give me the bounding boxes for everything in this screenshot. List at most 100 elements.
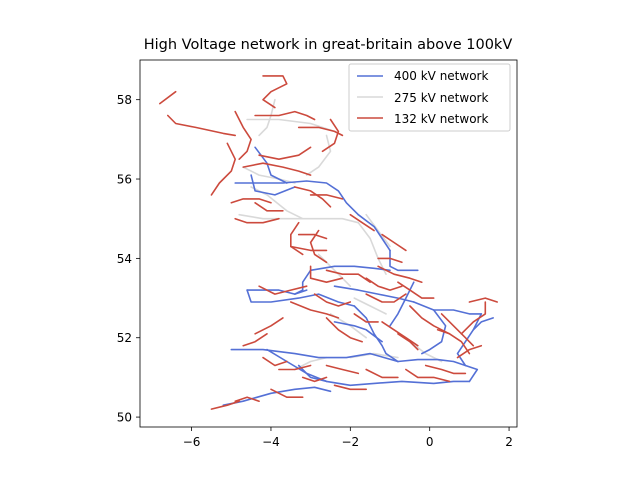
line-segment-132-kv-network-10	[230, 198, 272, 204]
line-segment-132-kv-network-33	[325, 317, 364, 343]
data-lines	[159, 75, 499, 410]
line-segment-132-kv-network-3	[234, 110, 252, 160]
line-segment-132-kv-network-43	[278, 364, 312, 371]
y-tick-label: 52	[117, 331, 132, 345]
line-segment-132-kv-network-38	[436, 328, 471, 355]
y-tick-label: 54	[117, 252, 132, 266]
line-segment-275-kv-network-1	[258, 98, 276, 137]
line-segment-132-kv-network-2	[262, 75, 288, 109]
line-segment-132-kv-network-17	[297, 233, 328, 240]
line-segment-132-kv-network-8	[242, 162, 312, 176]
axes-frame	[139, 59, 518, 428]
line-segment-275-kv-network-6	[313, 217, 360, 224]
line-segment-132-kv-network-39	[424, 364, 467, 375]
line-segment-400-kv-network-16	[297, 364, 328, 383]
series-132-kv-network	[159, 75, 499, 410]
line-segment-132-kv-network-45	[234, 396, 260, 403]
plot-area	[159, 75, 499, 410]
line-segment-400-kv-network-10	[353, 305, 399, 363]
line-segment-400-kv-network-14	[266, 348, 471, 387]
line-segment-132-kv-network-37	[460, 301, 487, 335]
legend-label-400kv: 400 kV network	[394, 69, 488, 83]
line-segment-132-kv-network-47	[333, 384, 368, 391]
line-segment-400-kv-network-18	[412, 301, 447, 355]
line-segment-400-kv-network-17	[432, 309, 483, 315]
line-segment-132-kv-network-9	[258, 146, 312, 160]
line-segment-132-kv-network-28	[313, 293, 352, 307]
line-segment-132-kv-network-27	[289, 301, 340, 319]
y-tick-label: 56	[117, 173, 132, 187]
line-segment-132-kv-network-21	[377, 257, 403, 264]
x-tick-label: −2	[341, 435, 359, 449]
line-segment-132-kv-network-52	[262, 356, 288, 367]
line-segment-275-kv-network-3	[242, 166, 296, 184]
x-tick-label: 2	[505, 435, 513, 449]
line-segment-132-kv-network-46	[210, 400, 240, 410]
legend: 400 kV network 275 kV network 132 kV net…	[348, 63, 511, 132]
line-segment-132-kv-network-51	[353, 313, 379, 323]
line-segment-132-kv-network-6	[321, 118, 340, 153]
x-tick-label: −4	[262, 435, 280, 449]
line-segment-132-kv-network-11	[234, 217, 280, 224]
axes: −6 −4 −2 0 2 50 52 54 56 58	[117, 59, 518, 449]
line-segment-400-kv-network-15	[222, 386, 332, 407]
line-segment-132-kv-network-23	[325, 269, 372, 284]
line-segment-400-kv-network-8	[246, 289, 356, 307]
line-segment-132-kv-network-32	[242, 332, 268, 347]
line-segment-132-kv-network-15	[289, 221, 304, 256]
line-segment-275-kv-network-8	[365, 213, 391, 248]
line-segment-400-kv-network-9	[333, 285, 415, 303]
legend-label-275kv: 275 kV network	[394, 91, 488, 105]
line-segment-132-kv-network-7	[210, 142, 236, 196]
line-segment-132-kv-network-0	[159, 90, 177, 105]
line-segment-400-kv-network-5	[309, 265, 391, 272]
line-segment-400-kv-network-12	[230, 348, 399, 363]
line-segment-132-kv-network-44	[270, 388, 304, 399]
x-tick-label: 0	[426, 435, 434, 449]
line-segment-132-kv-network-35	[409, 305, 451, 335]
line-segment-400-kv-network-20	[472, 317, 495, 331]
legend-frame	[348, 63, 511, 132]
line-segment-132-kv-network-18	[289, 245, 328, 252]
line-segment-132-kv-network-53	[301, 376, 328, 383]
legend-label-132kv: 132 kV network	[394, 112, 488, 126]
line-segment-132-kv-network-19	[349, 213, 375, 232]
line-segment-132-kv-network-41	[365, 368, 399, 379]
line-segment-132-kv-network-16	[309, 229, 328, 264]
line-segment-275-kv-network-10	[353, 297, 387, 315]
x-tick-label: −6	[183, 435, 201, 449]
line-segment-132-kv-network-20	[381, 233, 407, 252]
y-tick-label: 50	[117, 411, 132, 425]
line-segment-132-kv-network-14	[309, 194, 344, 200]
line-segment-132-kv-network-1	[167, 114, 236, 137]
line-segment-132-kv-network-22	[309, 265, 344, 284]
line-segment-275-kv-network-7	[357, 221, 387, 276]
line-segment-132-kv-network-49	[468, 297, 499, 303]
line-segment-132-kv-network-30	[397, 281, 435, 299]
line-segment-132-kv-network-29	[365, 293, 407, 303]
line-segment-132-kv-network-36	[440, 313, 475, 347]
line-segment-400-kv-network-2	[250, 174, 296, 196]
line-segment-275-kv-network-2	[305, 134, 332, 176]
line-segment-400-kv-network-0	[234, 180, 360, 216]
line-segment-132-kv-network-4	[254, 110, 316, 121]
line-segment-400-kv-network-3	[357, 213, 391, 252]
line-segment-132-kv-network-31	[254, 317, 284, 335]
line-segment-275-kv-network-0	[246, 118, 336, 133]
y-tick-label: 58	[117, 93, 132, 107]
line-segment-132-kv-network-40	[405, 368, 451, 383]
line-segment-132-kv-network-26	[258, 285, 308, 295]
line-segment-132-kv-network-25	[365, 277, 403, 291]
chart-title: High Voltage network in great-britain ab…	[144, 37, 513, 53]
line-segment-400-kv-network-21	[333, 321, 383, 343]
line-segment-132-kv-network-12	[254, 202, 284, 212]
line-segment-132-kv-network-24	[377, 265, 423, 284]
line-segment-132-kv-network-42	[325, 364, 360, 375]
line-segment-132-kv-network-48	[456, 344, 483, 359]
line-segment-132-kv-network-34	[381, 321, 419, 347]
line-segment-400-kv-network-13	[397, 358, 467, 367]
line-segment-400-kv-network-7	[246, 289, 308, 295]
line-segment-132-kv-network-50	[397, 332, 419, 351]
